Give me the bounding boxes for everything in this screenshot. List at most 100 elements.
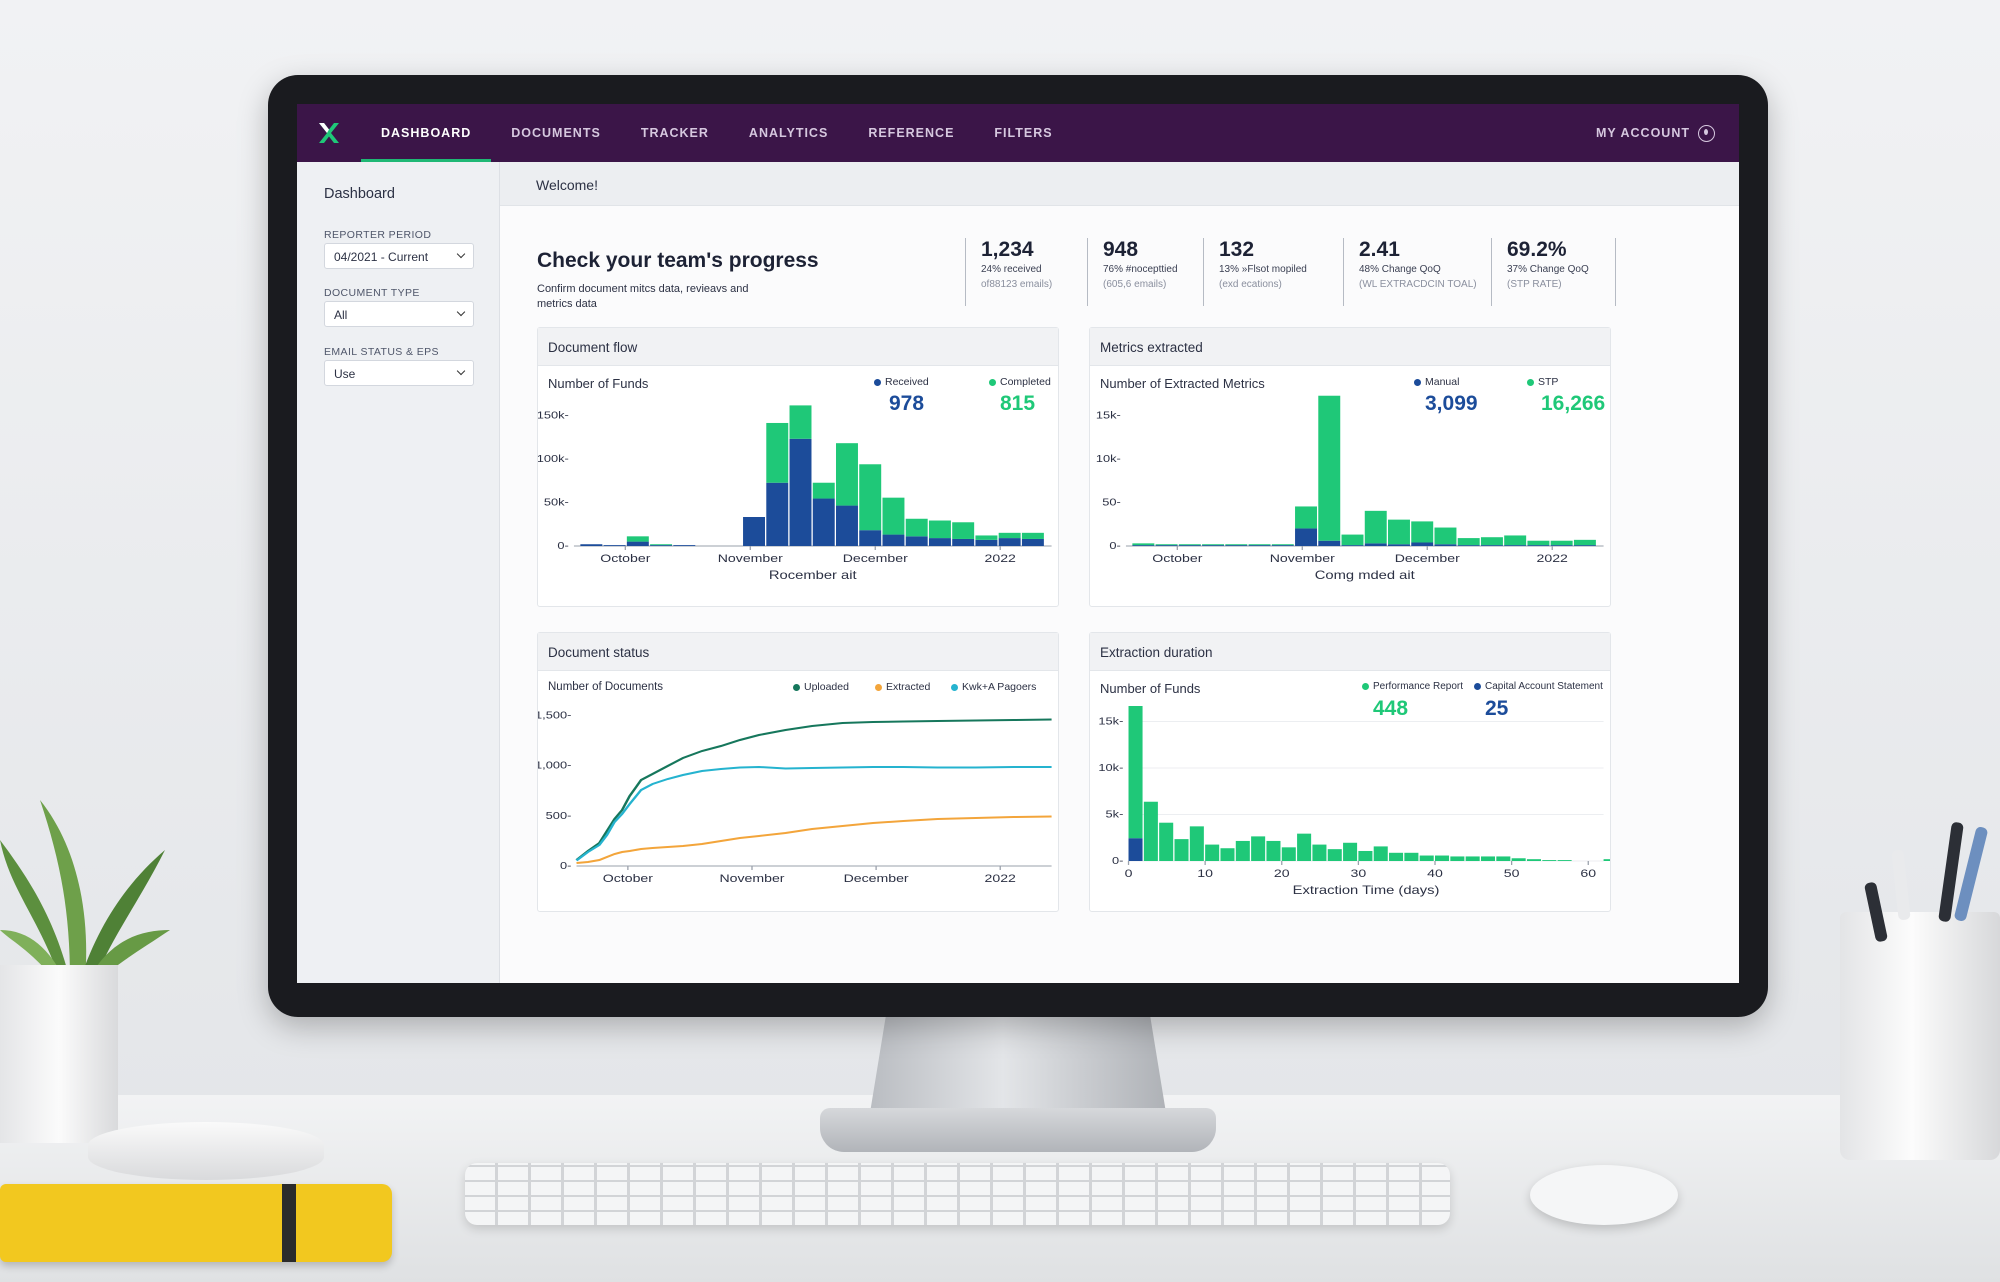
line-kwk-a-pagoers (575, 765, 1052, 862)
nav-documents[interactable]: DOCUMENTS (511, 126, 601, 140)
main-content: Check your team's progress Confirm docum… (500, 206, 1739, 983)
email-status-label: EMAIL STATUS & EPS (324, 346, 439, 358)
bar-manual (1178, 545, 1201, 546)
bar-manual (1457, 545, 1480, 546)
line-extracted (576, 815, 1052, 864)
bar-manual (1527, 545, 1550, 546)
bar-completed (998, 532, 1021, 539)
x-tick-label: December (843, 552, 908, 564)
bar-received (603, 545, 626, 546)
kpi-card: 2.41 48% Change QoQ (WL EXTRACDCIN TOAL) (1343, 238, 1491, 306)
bar-completed (952, 522, 975, 539)
document-type-label: DOCUMENT TYPE (324, 287, 420, 299)
card-title: Extraction duration (1090, 633, 1610, 671)
nav-dashboard[interactable]: DASHBOARD (361, 104, 492, 162)
bar-stp (1155, 544, 1178, 546)
app-screen: DASHBOARD DOCUMENTS TRACKER ANALYTICS RE… (297, 104, 1739, 983)
bar-stp (1364, 510, 1387, 544)
bar-manual (1411, 542, 1434, 546)
kpi-card: 1,234 24% received of88123 emails) (965, 238, 1087, 306)
bar-completed (789, 405, 812, 439)
bar-stp (1504, 535, 1527, 546)
bar-stp (1202, 544, 1225, 546)
legend-uploaded: Uploaded (793, 681, 849, 693)
x-tick-label: December (1395, 552, 1460, 564)
legend-dot (951, 683, 958, 691)
bar-received (626, 541, 649, 546)
bar-manual (1271, 545, 1294, 546)
bar-manual (1573, 545, 1596, 546)
bar-received (789, 438, 812, 546)
reporter-period-label: REPORTER PERIOD (324, 229, 432, 241)
y-tick-label: 0- (560, 861, 572, 871)
y-tick-label: 100k- (538, 454, 569, 464)
reporter-period-select[interactable]: 04/2021 - Current (324, 243, 474, 269)
legend-label: Received (885, 376, 929, 388)
kpi-subtext: 76% #nocepttied (1103, 264, 1178, 275)
my-account-menu[interactable]: MY ACCOUNT (1596, 104, 1715, 162)
kpi-value: 1,234 (981, 238, 1034, 261)
legend-dot (1527, 378, 1534, 386)
nav-analytics[interactable]: ANALYTICS (748, 126, 829, 140)
x-axis-label: Extraction Time (days) (1293, 884, 1440, 897)
bowl-decoration (88, 1122, 324, 1180)
x-tick-label: 60 (1580, 867, 1596, 879)
document-type-value: All (334, 308, 348, 322)
bar-performance-report (1143, 801, 1158, 861)
nav-tracker[interactable]: TRACKER (640, 126, 709, 140)
bar-received (882, 534, 905, 546)
document-type-select[interactable]: All (324, 301, 474, 327)
bar-received (673, 545, 696, 546)
bar-received (928, 538, 951, 546)
x-tick-label: 10 (1197, 867, 1213, 879)
email-status-select[interactable]: Use (324, 360, 474, 386)
bar-received (766, 482, 789, 546)
kpi-note: (605,6 emails) (1103, 279, 1167, 290)
legend-label: Uploaded (804, 681, 849, 693)
card-title: Document flow (538, 328, 1058, 366)
bar-performance-report (1542, 860, 1557, 861)
bar-manual (1155, 545, 1178, 546)
nav-filters[interactable]: FILTERS (994, 126, 1053, 140)
bar-stp (1550, 540, 1573, 546)
legend-stp: STP (1527, 376, 1558, 388)
bar-stp (1248, 544, 1271, 546)
performance-report-total: 448 (1373, 697, 1409, 720)
x-tick-label: November (1270, 552, 1335, 564)
x-axis-label: Comg mded ait (1315, 569, 1415, 582)
chevron-down-icon (456, 249, 466, 259)
bar-received (952, 538, 975, 546)
bar-received (1021, 538, 1044, 546)
top-nav: DASHBOARD DOCUMENTS TRACKER ANALYTICS RE… (297, 104, 1739, 162)
reporter-period-value: 04/2021 - Current (334, 250, 429, 264)
chevron-down-icon (456, 307, 466, 317)
bar-stp (1295, 506, 1318, 529)
progress-subtitle: Confirm document mitcs data, revieavs an… (537, 283, 749, 310)
y-tick-label: 5k- (1106, 810, 1124, 820)
y-tick-label: 10k- (1098, 763, 1123, 773)
bar-stp (1318, 395, 1341, 541)
chart-subtitle: Number of Funds (548, 376, 649, 391)
bar-performance-report (1557, 860, 1572, 861)
app-logo[interactable] (297, 104, 361, 162)
legend-label: STP (1538, 376, 1559, 388)
document-status-chart: 0- 500- 1,000- 1,500- October November Decembe… (538, 711, 1052, 885)
bar-performance-report (1235, 840, 1250, 861)
bar-performance-report (1496, 856, 1511, 861)
bar-manual (1202, 545, 1225, 546)
bar-manual (1248, 545, 1271, 546)
nav-reference[interactable]: REFERENCE (868, 126, 955, 140)
completed-total: 815 (1000, 392, 1036, 415)
chart-subtitle: Number of Documents (548, 681, 664, 693)
chart-subtitle: Number of Funds (1100, 681, 1201, 696)
bar-stp (1573, 539, 1596, 546)
bar-completed (836, 443, 858, 506)
y-tick-label: 15k- (1098, 717, 1123, 727)
legend-label: Kwk+A Pagoers (962, 681, 1037, 693)
chevron-down-icon (456, 366, 466, 376)
bar-received (650, 545, 673, 546)
document-flow-card: Document flow Number of Funds Received C… (537, 327, 1059, 607)
y-tick-label: 1,500- (538, 711, 572, 721)
legend-label: Performance Report (1373, 681, 1464, 692)
bar-performance-report (1450, 856, 1465, 861)
